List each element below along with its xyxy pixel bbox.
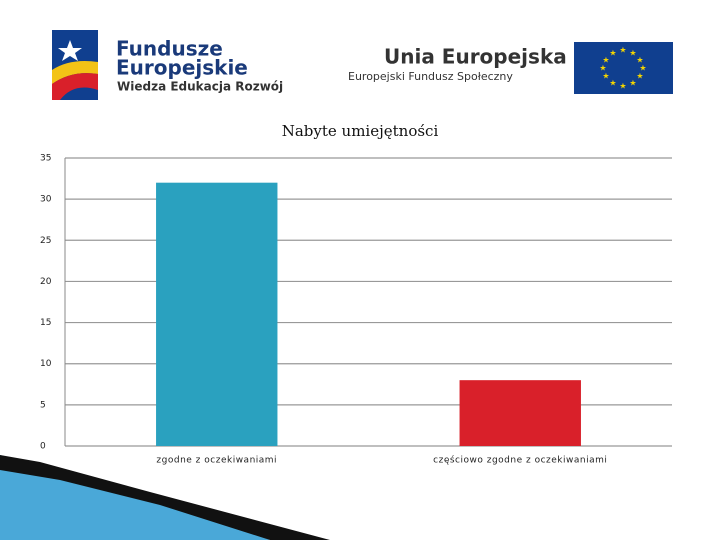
y-tick-label: 30 (40, 195, 52, 205)
svg-text:★: ★ (629, 49, 636, 58)
bar (156, 182, 278, 446)
ue-title: Unia Europejska (384, 45, 567, 69)
x-tick-label: częściowo zgodne z oczekiwaniami (433, 455, 607, 466)
fe-red (52, 73, 98, 100)
y-tick-label: 15 (40, 318, 51, 328)
svg-text:★: ★ (602, 72, 609, 81)
chart-title: Nabyte umiejętności (282, 122, 439, 140)
svg-text:★: ★ (636, 56, 643, 65)
y-tick-label: 20 (40, 277, 52, 287)
svg-text:★: ★ (636, 72, 643, 81)
svg-text:★: ★ (639, 64, 646, 73)
x-tick-label: zgodne z oczekiwaniami (156, 456, 277, 466)
fe-yellow (52, 61, 98, 84)
fe-name-2: Europejskie (116, 56, 248, 80)
y-tick-label: 5 (40, 400, 46, 410)
decoration (0, 455, 330, 540)
ue-logo: Unia Europejska Europejski Fundusz Społe… (348, 42, 673, 94)
svg-text:★: ★ (619, 82, 626, 91)
fe-name-1: Fundusze (116, 37, 223, 61)
svg-text:★: ★ (599, 64, 606, 73)
fe-program: Wiedza Edukacja Rozwój (117, 80, 283, 94)
y-tick-label: 35 (40, 154, 51, 164)
svg-text:★: ★ (609, 49, 616, 58)
eu-stars: ★ ★★★ ★★★★ ★★★★ (599, 46, 646, 91)
svg-text:★: ★ (609, 79, 616, 88)
svg-text:★: ★ (619, 46, 626, 55)
fe-star (58, 40, 82, 61)
plot: 0 5 10 15 20 25 30 35 zgodne z oczekiwaniami częś… (40, 154, 672, 466)
y-tick-label: 0 (40, 442, 46, 452)
fe-logo: Fundusze Europejskie Wiedza Edukacja Roz… (52, 30, 283, 100)
eu-flag (574, 42, 673, 94)
swoosh-black (0, 455, 330, 540)
bar (459, 380, 581, 446)
svg-text:★: ★ (629, 79, 636, 88)
y-tick-label: 10 (40, 359, 52, 369)
svg-text:★: ★ (602, 56, 609, 65)
ue-fund: Europejski Fundusz Społeczny (348, 70, 513, 83)
y-tick-label: 25 (40, 236, 51, 246)
